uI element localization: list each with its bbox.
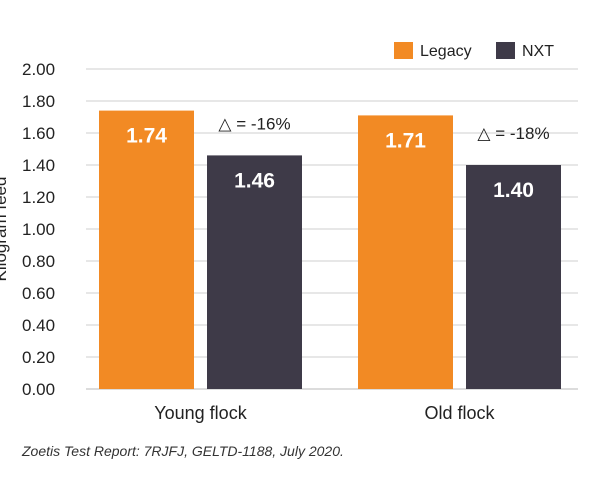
legend-swatch-nxt: [496, 42, 515, 59]
bar-nxt-0: [207, 155, 302, 389]
bar-nxt-1: [466, 165, 561, 389]
y-tick-label: 0.40: [22, 316, 55, 335]
delta-annotation: △ = -16%: [218, 114, 290, 133]
bar-value-label: 1.40: [493, 179, 534, 202]
y-tick-label: 0.00: [22, 380, 55, 399]
y-axis-title: Kilogram feed: [0, 177, 10, 282]
x-category-label: Young flock: [154, 403, 247, 423]
y-tick-label: 1.20: [22, 188, 55, 207]
bar-value-label: 1.71: [385, 129, 426, 152]
bar-legacy-1: [358, 115, 453, 390]
y-tick-label: 1.40: [22, 156, 55, 175]
legend-label-legacy: Legacy: [420, 43, 472, 60]
delta-annotation: △ = -18%: [477, 124, 549, 143]
y-tick-label: 1.60: [22, 124, 55, 143]
y-tick-label: 0.80: [22, 252, 55, 271]
y-tick-label: 1.80: [22, 92, 55, 111]
legend-swatch-legacy: [394, 42, 413, 59]
y-tick-label: 2.00: [22, 60, 55, 79]
bar-value-label: 1.46: [234, 169, 275, 192]
bar-legacy-0: [99, 110, 194, 389]
legend-label-nxt: NXT: [522, 43, 554, 60]
y-tick-label: 0.20: [22, 348, 55, 367]
x-category-label: Old flock: [424, 403, 495, 423]
y-tick-label: 0.60: [22, 284, 55, 303]
y-tick-label: 1.00: [22, 220, 55, 239]
bar-value-label: 1.74: [126, 125, 167, 148]
source-footnote: Zoetis Test Report: 7RJFJ, GELTD-1188, J…: [22, 443, 344, 459]
